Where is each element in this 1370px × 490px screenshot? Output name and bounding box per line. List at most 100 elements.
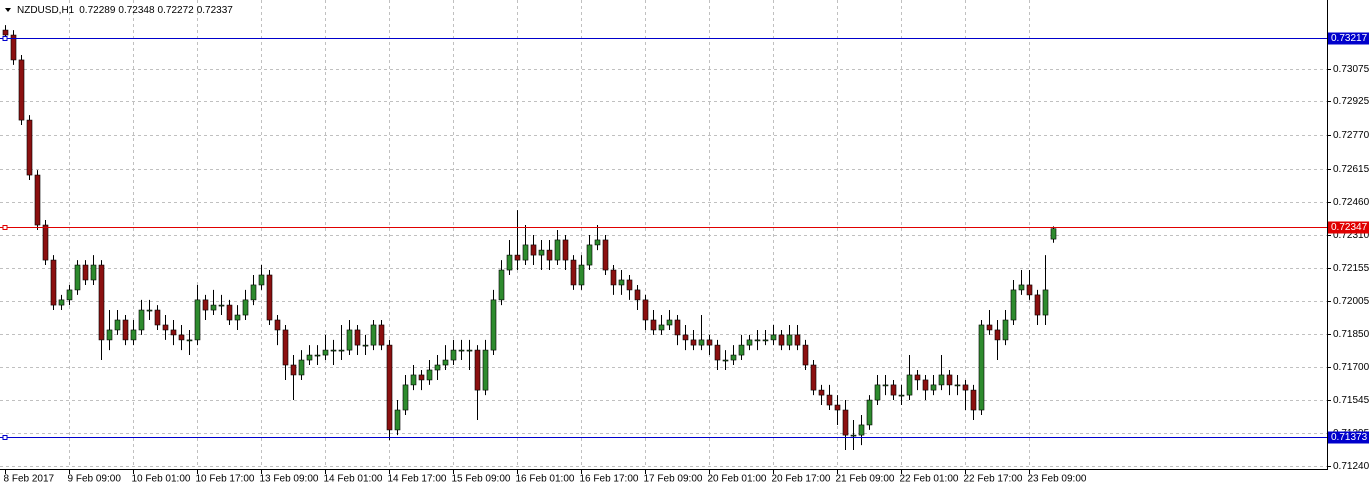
menu-arrow[interactable] — [5, 8, 11, 12]
x-tick-label: 20 Feb 17:00 — [772, 474, 831, 485]
candle-body — [282, 329, 289, 366]
candle-body — [146, 309, 153, 312]
candle-body — [546, 249, 553, 261]
candle-body — [714, 344, 721, 361]
candle-body — [34, 174, 41, 226]
close: 0.72337 — [197, 5, 234, 16]
candle-body — [42, 224, 49, 261]
candle-body — [482, 349, 489, 391]
candle-body — [450, 349, 457, 361]
candle-body — [82, 264, 89, 281]
level-label: 0.73217 — [1331, 33, 1368, 44]
candle-body — [314, 354, 321, 357]
candle-body — [930, 384, 937, 391]
candle-body — [170, 329, 177, 336]
candle-body — [786, 334, 793, 346]
candle-body — [882, 384, 889, 387]
x-tick-label: 14 Feb 01:00 — [324, 474, 383, 485]
candle-body — [1034, 294, 1041, 316]
y-tick-label: 0.72925 — [1333, 96, 1370, 107]
candle-body — [514, 254, 521, 261]
candle-body — [410, 374, 417, 386]
x-tick-label: 13 Feb 09:00 — [260, 474, 319, 485]
candle-body — [306, 354, 313, 361]
candle-body — [378, 324, 385, 346]
candle-body — [970, 389, 977, 411]
candle-body — [338, 349, 345, 352]
y-tick-label: 0.72310 — [1333, 230, 1370, 241]
y-tick-label: 0.72615 — [1333, 164, 1370, 175]
candle-body — [322, 349, 329, 356]
x-tick-label: 10 Feb 17:00 — [196, 474, 255, 485]
x-tick-label: 9 Feb 09:00 — [68, 474, 122, 485]
candle-body — [722, 359, 729, 362]
candle-body — [202, 299, 209, 311]
candle-body — [402, 384, 409, 411]
level-label-box — [1328, 32, 1369, 45]
level-anchor — [2, 36, 8, 41]
candle-body — [394, 409, 401, 431]
candle-body — [818, 389, 825, 396]
candle-body — [578, 264, 585, 286]
candle-body — [234, 314, 241, 321]
candle-body — [290, 364, 297, 376]
candle-body — [1050, 228, 1057, 240]
candle-body — [642, 299, 649, 321]
candle-body — [90, 264, 97, 281]
candle-body — [1018, 284, 1025, 291]
candle-body — [138, 309, 145, 331]
y-tick-label: 0.73075 — [1333, 64, 1370, 75]
x-tick-label: 16 Feb 01:00 — [516, 474, 575, 485]
candle-body — [1042, 289, 1049, 316]
candle-body — [426, 369, 433, 381]
candle-body — [442, 359, 449, 366]
candle-body — [26, 119, 33, 176]
candle-body — [994, 329, 1001, 341]
candle-body — [594, 239, 601, 246]
level-anchor — [2, 435, 8, 440]
candle-body — [58, 299, 65, 306]
candle-body — [466, 349, 473, 352]
y-tick-label: 0.72155 — [1333, 263, 1370, 274]
candle-body — [538, 249, 545, 256]
candle-body — [746, 339, 753, 346]
y-tick-label: 0.72005 — [1333, 296, 1370, 307]
candle-body — [914, 374, 921, 381]
x-tick-label: 22 Feb 17:00 — [964, 474, 1023, 485]
candle-body — [434, 364, 441, 371]
candle-body — [2, 29, 9, 36]
candle-body — [906, 374, 913, 396]
candle-body — [674, 319, 681, 336]
x-tick-label: 16 Feb 17:00 — [580, 474, 639, 485]
candle-body — [922, 379, 929, 391]
y-tick-label: 0.71700 — [1333, 362, 1370, 373]
candle-body — [602, 239, 609, 271]
x-tick-label: 14 Feb 17:00 — [388, 474, 447, 485]
candle-body — [274, 319, 281, 331]
x-tick-label: 22 Feb 01:00 — [900, 474, 959, 485]
x-tick-label: 10 Feb 01:00 — [132, 474, 191, 485]
candle-body — [298, 359, 305, 376]
candle-body — [1010, 289, 1017, 321]
candle-body — [530, 244, 537, 256]
candle-body — [802, 344, 809, 366]
candle-body — [826, 394, 833, 406]
candle-body — [762, 339, 769, 342]
level-label: 0.72347 — [1331, 222, 1368, 233]
y-tick-label: 0.72770 — [1333, 130, 1370, 141]
candle-body — [162, 324, 169, 331]
candle-body — [706, 339, 713, 346]
candle-body — [810, 364, 817, 391]
candle-body — [122, 319, 129, 341]
candle-body — [266, 274, 273, 321]
candle-body — [210, 304, 217, 311]
candle-body — [330, 349, 337, 352]
candle-body — [106, 329, 113, 341]
candle-body — [570, 259, 577, 286]
candle-body — [834, 404, 841, 411]
level-label-box — [1328, 431, 1369, 444]
level-anchor — [2, 225, 8, 230]
candle-body — [458, 349, 465, 352]
candle-body — [586, 244, 593, 266]
